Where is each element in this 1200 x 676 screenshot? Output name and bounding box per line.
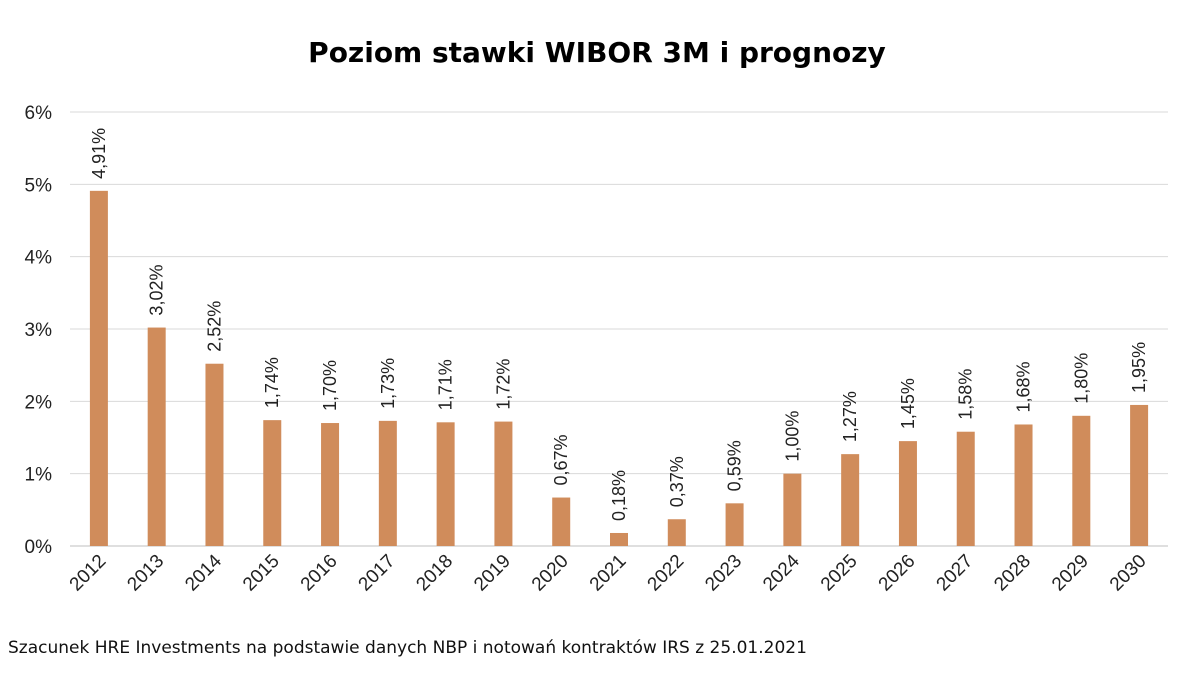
data-label-2020: 0,67% (551, 434, 571, 485)
y-tick-label: 5% (25, 175, 53, 196)
data-label-2027: 1,58% (956, 369, 976, 420)
x-tick-label: 2028 (990, 551, 1035, 596)
bar-2026 (898, 441, 917, 546)
data-label-2019: 1,72% (493, 359, 513, 410)
bar-2025 (841, 454, 860, 546)
x-tick-label: 2018 (412, 551, 457, 596)
data-label-2015: 1,74% (262, 357, 282, 408)
x-tick-label: 2024 (759, 550, 804, 595)
y-tick-label: 6% (25, 103, 53, 124)
bar-2013 (147, 327, 166, 546)
gridlines (70, 111, 1168, 547)
data-labels: 4,91% 3,02% 2,52% 1,74% 1,70% 1,73% 1,71% 1,72%… (89, 128, 1149, 521)
x-tick-label: 2021 (586, 551, 631, 596)
data-label-2016: 1,70% (320, 360, 340, 411)
y-tick-label: 4% (25, 248, 53, 269)
y-tick-label: 1% (25, 465, 53, 486)
data-label-2014: 2,52% (204, 301, 224, 352)
x-tick-label: 2027 (933, 551, 978, 596)
bar-2024 (783, 473, 802, 546)
x-tick-label: 2012 (66, 551, 111, 596)
x-tick-label: 2013 (123, 551, 168, 596)
data-label-2021: 0,18% (609, 470, 629, 521)
x-tick-label: 2016 (297, 551, 342, 596)
bar-2015 (263, 420, 282, 546)
data-label-2018: 1,71% (436, 359, 456, 410)
bar-2023 (725, 503, 744, 546)
x-tick-label: 2022 (644, 551, 689, 596)
data-label-2026: 1,45% (898, 378, 918, 429)
x-tick-label: 2029 (1048, 551, 1093, 596)
y-axis-ticks: 0% 1% 2% 3% 4% 5% 6% (25, 103, 53, 558)
bar-2028 (1014, 424, 1033, 546)
x-tick-label: 2023 (701, 551, 746, 596)
bar-2016 (321, 423, 340, 546)
bar-2030 (1130, 404, 1149, 546)
data-label-2013: 3,02% (147, 265, 167, 316)
data-label-2017: 1,73% (378, 358, 398, 409)
x-tick-label: 2020 (528, 551, 573, 596)
bar-2018 (436, 422, 455, 546)
x-axis-ticks: 2012 2013 2014 2015 2016 2017 2018 2019 2020 2021… (66, 550, 1151, 595)
x-tick-label: 2015 (239, 551, 284, 596)
data-label-2012: 4,91% (89, 128, 109, 179)
bar-2021 (610, 532, 628, 546)
bar-2020 (552, 497, 571, 546)
x-tick-label: 2025 (817, 551, 862, 596)
x-tick-label: 2014 (181, 550, 226, 595)
bar-2014 (205, 363, 224, 546)
bar-2017 (378, 420, 397, 546)
bar-2029 (1072, 415, 1091, 546)
data-label-2022: 0,37% (667, 456, 687, 507)
data-label-2029: 1,80% (1071, 353, 1091, 404)
data-label-2025: 1,27% (840, 391, 860, 442)
bar-2019 (494, 421, 513, 546)
x-tick-label: 2030 (1106, 551, 1151, 596)
data-label-2023: 0,59% (725, 440, 745, 491)
x-tick-label: 2026 (875, 551, 920, 596)
bars (89, 190, 1149, 547)
chart-title: Poziom stawki WIBOR 3M i prognozy (308, 36, 886, 69)
y-tick-label: 0% (25, 537, 53, 558)
x-tick-label: 2019 (470, 551, 515, 596)
bar-2012 (89, 190, 108, 547)
y-tick-label: 3% (25, 320, 53, 341)
y-tick-label: 2% (25, 392, 53, 413)
source-caption: Szacunek HRE Investments na podstawie da… (8, 638, 807, 658)
data-label-2030: 1,95% (1129, 342, 1149, 393)
data-label-2028: 1,68% (1014, 361, 1034, 412)
x-tick-label: 2017 (355, 551, 400, 596)
data-label-2024: 1,00% (782, 411, 802, 462)
bar-2027 (956, 431, 975, 546)
bar-2022 (667, 519, 686, 546)
